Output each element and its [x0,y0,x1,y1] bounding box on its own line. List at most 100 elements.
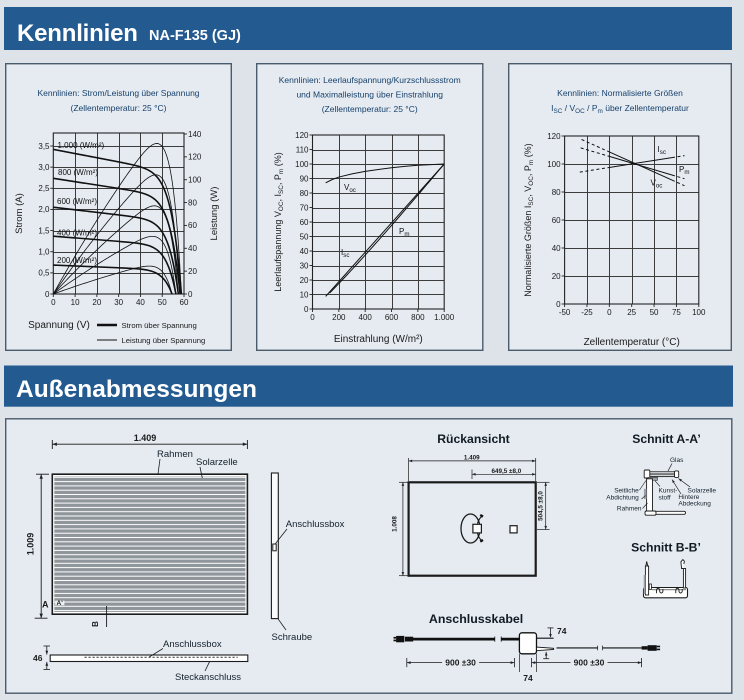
svg-text:Rahmen: Rahmen [157,449,193,460]
svg-text:Kunst-: Kunst- [659,488,678,495]
svg-text:10: 10 [300,290,309,299]
svg-text:200: 200 [332,313,346,322]
svg-text:40: 40 [136,298,145,307]
svg-text:ISC / VOC / Pm über Zellentemp: ISC / VOC / Pm über Zellentemperatur [551,103,689,115]
svg-text:20: 20 [552,272,561,281]
svg-text:0: 0 [45,290,50,299]
svg-text:und Maximalleistung über Einst: und Maximalleistung über Einstrahlung [296,90,443,100]
svg-text:1.409: 1.409 [134,433,157,443]
svg-text:Solarzelle: Solarzelle [688,488,717,495]
svg-text:100: 100 [692,308,706,317]
svg-text:60: 60 [300,218,309,227]
svg-text:75: 75 [672,308,681,317]
svg-text:100: 100 [188,176,202,185]
svg-text:30: 30 [114,298,123,307]
svg-text:Abdichtung: Abdichtung [606,495,639,502]
svg-text:900 ±30: 900 ±30 [445,657,476,667]
svg-text:90: 90 [300,174,309,183]
svg-text:0: 0 [51,298,56,307]
svg-text:Schnitt B-B’: Schnitt B-B’ [631,541,701,555]
svg-text:Normalisierte Größen ISC, VOC,: Normalisierte Größen ISC, VOC, Pm (%) [523,143,535,296]
svg-text:900 ±30: 900 ±30 [574,657,605,667]
svg-text:Seitliche: Seitliche [614,488,639,495]
svg-text:NA-F135 (GJ): NA-F135 (GJ) [149,28,241,44]
svg-text:20: 20 [188,267,197,276]
svg-text:1.000: 1.000 [434,313,455,322]
svg-text:Kennlinien: Strom/Leistung übe: Kennlinien: Strom/Leistung über Spannung [37,88,199,98]
svg-text:800 (W/m²): 800 (W/m²) [58,168,98,177]
svg-text:140: 140 [188,130,202,139]
svg-text:Pm: Pm [679,165,690,176]
svg-text:50: 50 [158,298,167,307]
svg-text:Zellentemperatur (°C): Zellentemperatur (°C) [584,337,680,348]
svg-text:120: 120 [188,153,202,162]
svg-text:0: 0 [556,300,561,309]
svg-text:Glas: Glas [670,457,684,464]
svg-text:(Zellentemperatur: 25 °C): (Zellentemperatur: 25 °C) [322,104,418,114]
svg-text:Kennlinien: Leerlaufspannung/K: Kennlinien: Leerlaufspannung/Kurzschluss… [279,75,461,85]
svg-text:Spannung (V): Spannung (V) [28,320,90,331]
svg-text:10: 10 [71,298,80,307]
svg-text:60: 60 [552,216,561,225]
svg-text:Anschlussbox: Anschlussbox [286,519,345,530]
svg-text:1,5: 1,5 [38,226,50,235]
svg-text:Rahmen: Rahmen [617,506,642,513]
svg-text:Strom über Spannung: Strom über Spannung [122,321,197,330]
svg-text:B: B [91,621,100,627]
svg-text:600: 600 [385,313,399,322]
svg-text:50: 50 [300,232,309,241]
svg-text:30: 30 [300,261,309,270]
svg-text:0: 0 [310,313,315,322]
svg-text:Voc: Voc [344,183,356,194]
svg-text:50: 50 [650,308,659,317]
svg-text:46: 46 [33,653,43,663]
svg-text:Einstrahlung (W/m²): Einstrahlung (W/m²) [334,334,423,345]
svg-text:Leistung über Spannung: Leistung über Spannung [122,336,206,345]
svg-text:2,0: 2,0 [38,205,50,214]
svg-text:Kennlinien: Kennlinien [17,20,138,47]
svg-text:120: 120 [295,131,309,140]
svg-text:40: 40 [552,244,561,253]
svg-text:1.008: 1.008 [392,516,399,532]
svg-text:Strom (A): Strom (A) [14,193,25,234]
svg-text:80: 80 [552,188,561,197]
svg-text:Anschlussbox: Anschlussbox [163,639,222,650]
svg-text:3,0: 3,0 [38,163,50,172]
svg-text:0,5: 0,5 [38,269,50,278]
svg-text:Voc: Voc [651,179,663,190]
svg-text:100: 100 [547,160,561,169]
svg-text:Anschlusskabel: Anschlusskabel [429,612,523,626]
svg-text:A': A' [57,600,64,607]
svg-text:20: 20 [300,276,309,285]
svg-text:Schraube: Schraube [272,632,313,643]
svg-text:Solarzelle: Solarzelle [196,457,238,468]
svg-text:600 (W/m²): 600 (W/m²) [57,197,97,206]
svg-text:(Zellentemperatur: 25 °C): (Zellentemperatur: 25 °C) [71,103,167,113]
svg-text:40: 40 [300,247,309,256]
svg-text:200 (W/m²): 200 (W/m²) [57,256,97,265]
svg-text:1,0: 1,0 [38,248,50,257]
svg-text:70: 70 [300,203,309,212]
svg-text:504,5 ±8,0: 504,5 ±8,0 [538,491,545,521]
svg-text:Pm: Pm [399,227,410,238]
svg-text:Leerlaufspannung VOC, ISC, Pm: Leerlaufspannung VOC, ISC, Pm (%) [273,152,285,291]
svg-text:74: 74 [523,673,533,683]
svg-text:Kennlinien: Normalisierte Größ: Kennlinien: Normalisierte Größen [557,88,683,98]
svg-text:Isc: Isc [341,248,349,259]
svg-text:25: 25 [627,308,636,317]
svg-text:80: 80 [188,198,197,207]
svg-text:Steckanschluss: Steckanschluss [175,672,241,683]
svg-text:0: 0 [607,308,612,317]
svg-text:2,5: 2,5 [38,184,50,193]
svg-text:400: 400 [359,313,373,322]
svg-text:400 (W/m²): 400 (W/m²) [57,229,97,238]
svg-text:-50: -50 [559,308,571,317]
svg-text:800: 800 [411,313,425,322]
svg-text:0: 0 [304,305,309,314]
svg-text:3,5: 3,5 [38,142,50,151]
svg-text:120: 120 [547,132,561,141]
svg-text:Schnitt A-A’: Schnitt A-A’ [632,432,701,446]
svg-text:1.009: 1.009 [26,533,36,556]
svg-text:74: 74 [557,626,567,636]
svg-text:649,5 ±8,0: 649,5 ±8,0 [492,468,522,475]
